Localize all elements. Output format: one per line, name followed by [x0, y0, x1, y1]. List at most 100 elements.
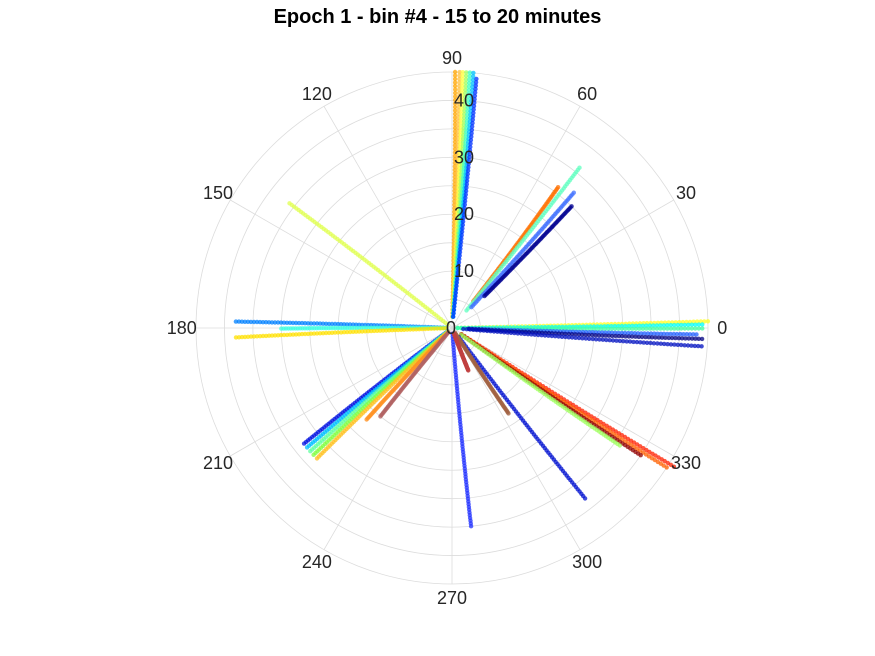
- grid-spoke: [230, 199, 453, 329]
- data-point: [463, 94, 468, 100]
- data-point: [452, 111, 458, 117]
- data-point: [624, 339, 629, 344]
- data-point: [580, 332, 585, 337]
- data-point: [577, 165, 582, 170]
- theta-tick-label: 270: [437, 588, 467, 608]
- data-point: [573, 335, 578, 340]
- data-point: [468, 144, 473, 150]
- data-point: [626, 334, 631, 339]
- data-point: [466, 84, 472, 89]
- data-point: [464, 70, 469, 75]
- data-point: [485, 328, 490, 334]
- data-point: [637, 326, 642, 331]
- data-point: [467, 73, 472, 79]
- data-point: [452, 304, 457, 309]
- data-point: [460, 87, 465, 92]
- data-point: [460, 80, 465, 85]
- data-point: [593, 333, 598, 338]
- grid-spoke: [451, 199, 674, 329]
- data-point: [634, 339, 640, 345]
- data-point: [461, 212, 466, 217]
- theta-tick-label: 240: [302, 552, 332, 572]
- data-point: [467, 154, 472, 160]
- data-point: [591, 326, 597, 331]
- data-point: [456, 260, 462, 265]
- data-point: [590, 332, 595, 338]
- data-point: [457, 80, 462, 85]
- data-point: [573, 332, 578, 337]
- data-point: [453, 287, 459, 292]
- data-point: [682, 322, 687, 328]
- data-point: [619, 330, 624, 336]
- data-point: [622, 330, 628, 336]
- data-point: [556, 334, 561, 339]
- data-point: [669, 335, 675, 341]
- data-point: [472, 97, 477, 102]
- data-point: [462, 101, 467, 107]
- data-point: [466, 91, 471, 96]
- data-point: [623, 334, 628, 339]
- data-track: [378, 330, 451, 419]
- data-point: [546, 333, 551, 338]
- data-point: [686, 336, 691, 341]
- data-point: [609, 326, 614, 331]
- data-point: [463, 192, 468, 197]
- data-point: [515, 331, 520, 336]
- data-point: [466, 87, 471, 93]
- data-point: [593, 337, 599, 342]
- data-point: [457, 256, 462, 262]
- data-point: [462, 98, 468, 103]
- data-point: [455, 277, 460, 282]
- data-point: [588, 326, 593, 331]
- data-point: [505, 330, 510, 335]
- data-point: [452, 83, 458, 89]
- data-point: [470, 120, 475, 126]
- data-point: [456, 267, 461, 272]
- data-point: [645, 331, 650, 336]
- data-point: [470, 124, 475, 129]
- data-point: [457, 253, 462, 258]
- data-point: [610, 333, 615, 339]
- data-track: [451, 76, 479, 319]
- data-point: [495, 329, 500, 334]
- data-point: [452, 125, 458, 131]
- data-point: [600, 337, 606, 342]
- radial-tick-labels: 0 10 20 30 40: [446, 90, 474, 338]
- data-track: [464, 165, 582, 313]
- data-point: [455, 325, 460, 331]
- data-point: [633, 334, 638, 339]
- data-point: [351, 322, 356, 327]
- data-point: [679, 326, 684, 331]
- data-point: [473, 80, 479, 85]
- data-point: [678, 331, 683, 337]
- theta-tick-label: 330: [671, 453, 701, 473]
- data-point: [693, 326, 698, 331]
- data-point: [609, 330, 615, 335]
- chart-title: Epoch 1 - bin #4 - 15 to 20 minutes: [273, 6, 602, 28]
- data-point: [304, 445, 310, 450]
- data-point: [459, 94, 465, 99]
- data-point: [689, 322, 694, 327]
- data-point: [460, 77, 465, 82]
- data-point: [451, 307, 457, 313]
- data-point: [462, 199, 468, 204]
- data-point: [614, 338, 619, 343]
- data-point: [467, 327, 473, 332]
- data-point: [621, 339, 626, 344]
- data-point: [451, 311, 456, 316]
- data-point: [542, 333, 548, 338]
- data-point: [498, 329, 503, 335]
- data-point: [584, 326, 590, 331]
- data-point: [689, 343, 694, 348]
- data-point: [651, 341, 657, 346]
- theta-tick-label: 30: [676, 183, 696, 203]
- data-track: [452, 330, 511, 416]
- grid-spoke: [451, 327, 674, 457]
- data-point: [613, 333, 618, 339]
- data-point: [583, 336, 588, 341]
- theta-tick-label: 150: [203, 183, 233, 203]
- data-point: [647, 323, 653, 328]
- data-point: [686, 326, 691, 331]
- data-point: [463, 84, 468, 89]
- data-point: [629, 334, 635, 339]
